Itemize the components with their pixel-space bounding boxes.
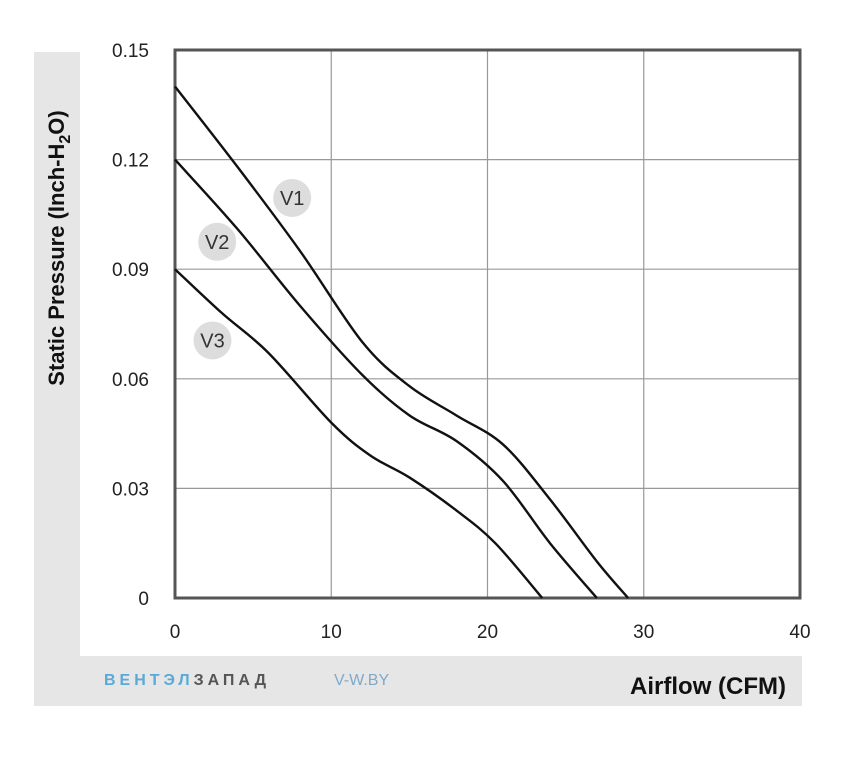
x-tick-label: 20 bbox=[477, 622, 498, 643]
series-label-v1: V1 bbox=[280, 188, 304, 210]
y-tick-label: 0.12 bbox=[112, 151, 149, 172]
xlabel-panel bbox=[34, 656, 802, 706]
x-tick-labels: 0 10 20 30 40 bbox=[170, 622, 811, 643]
y-tick-label: 0.06 bbox=[112, 370, 149, 391]
series-label-v2: V2 bbox=[205, 232, 229, 254]
x-tick-label: 10 bbox=[321, 622, 342, 643]
series-label-badge bbox=[273, 178, 312, 217]
y-tick-label: 0.15 bbox=[112, 41, 149, 62]
logo: ВЕНТЭЛЗАПАД bbox=[104, 672, 270, 690]
x-tick-label: 40 bbox=[789, 622, 810, 643]
series-label-v3: V3 bbox=[200, 330, 224, 352]
y-tick-labels: 0 0.03 0.06 0.09 0.12 0.15 bbox=[112, 41, 149, 610]
site-url: V-W.BY bbox=[334, 672, 390, 689]
y-tick-label: 0.03 bbox=[112, 479, 149, 500]
curves bbox=[174, 85, 630, 599]
logo-part-1: ВЕНТЭЛ bbox=[104, 672, 194, 689]
logo-part-2: ЗАПАД bbox=[193, 672, 270, 689]
x-tick-label: 0 bbox=[170, 622, 181, 643]
curve-labels: V1 V2 V3 bbox=[193, 178, 312, 360]
series-label-badge bbox=[198, 222, 237, 261]
y-tick-label: 0.09 bbox=[112, 260, 149, 281]
series-line-v1 bbox=[174, 85, 630, 599]
series-label-badge bbox=[193, 321, 232, 360]
ylabel-panel bbox=[34, 52, 80, 706]
y-tick-label: 0 bbox=[138, 589, 149, 610]
plot-frame bbox=[173, 48, 802, 600]
x-tick-label: 30 bbox=[633, 622, 654, 643]
x-axis-title: Airflow (CFM) bbox=[630, 673, 786, 700]
series-line-v2 bbox=[174, 158, 598, 599]
series-line-v3 bbox=[174, 268, 544, 599]
grid bbox=[174, 49, 801, 599]
y-axis-title: Static Pressure (Inch-H2O) bbox=[44, 110, 74, 385]
